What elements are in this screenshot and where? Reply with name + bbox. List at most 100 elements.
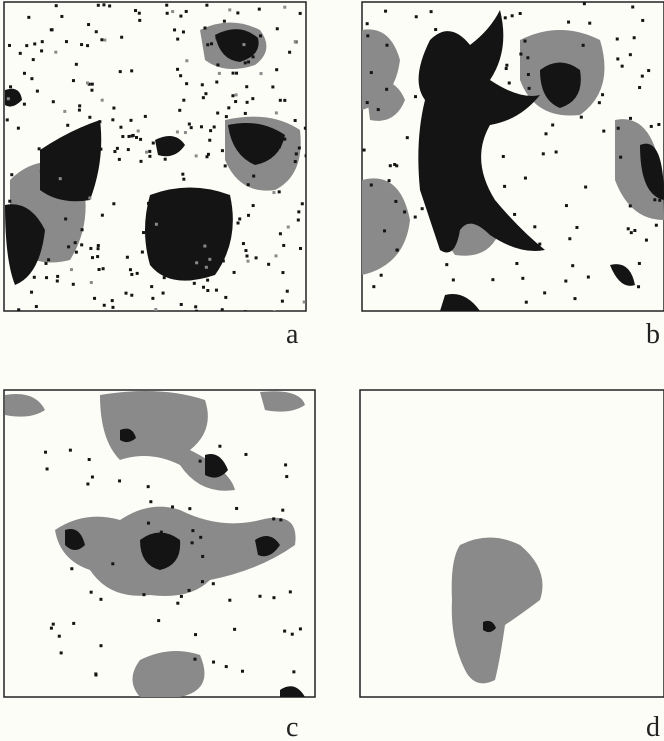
speckle [120,36,123,39]
speckle [174,274,177,277]
speckle [210,42,213,45]
speckle [424,184,427,187]
speckle [299,627,302,630]
speckle [199,214,202,217]
speckle [366,101,369,104]
panel-c [4,390,315,697]
speckle [130,273,133,276]
speckle [40,170,43,173]
speckle [214,213,217,216]
speckle [118,479,121,482]
speckle [78,109,81,112]
speckle [519,12,522,15]
speckle [223,20,226,23]
panel-a [4,2,308,313]
speckle [185,82,188,85]
speckle [36,207,39,210]
speckle [297,210,300,213]
speckle [108,4,111,7]
speckle [248,137,251,140]
speckle [180,303,183,306]
speckle [241,146,244,149]
speckle [86,81,89,84]
speckle [292,670,295,673]
panel-b [362,2,664,311]
speckle [242,43,245,46]
speckle [425,166,428,169]
speckle [103,39,106,42]
speckle [647,69,650,72]
speckle [209,210,212,213]
speckle [215,36,218,39]
speckle [299,247,302,250]
speckle [177,216,180,219]
speckle [582,44,585,47]
speckle [20,220,23,223]
speckle [637,285,640,288]
speckle [47,170,50,173]
speckle [182,178,185,181]
speckle [41,40,44,43]
speckle [658,199,661,202]
speckle [59,177,62,180]
speckle [130,294,133,297]
speckle [80,43,83,46]
speckle [247,183,250,186]
speckle [176,68,179,71]
speckle [45,276,48,279]
speckle [602,130,605,133]
speckle [40,49,43,52]
speckle [150,285,153,288]
speckle [75,63,78,66]
speckle [232,72,235,75]
speckle [185,10,188,13]
speckle [9,85,12,88]
speckle [67,245,70,248]
speckle [244,249,247,252]
speckle [394,200,397,203]
speckle [565,204,568,207]
speckle [384,10,387,13]
speckle [430,10,433,13]
speckle [286,290,289,293]
speckle [69,449,72,452]
speckle [301,202,304,205]
speckle [519,53,522,56]
speckle [25,44,28,47]
speckle [148,150,151,153]
speckle [33,42,36,45]
speckle [598,101,601,104]
speckle [241,670,244,673]
speckle [202,286,205,289]
speckle [538,243,541,246]
speckle [271,85,274,88]
speckle [95,30,98,33]
speckle [130,69,133,72]
speckle [272,191,275,194]
speckle [385,88,388,91]
speckle [136,272,139,275]
speckle [272,596,275,599]
speckle [273,310,276,313]
speckle [638,262,641,265]
speckle [207,268,210,271]
page: {"panels": [{"label": "a"}, {"label": "b… [0,0,664,741]
speckle [202,96,205,99]
speckle [7,97,10,100]
speckle [294,40,297,43]
speckle [272,517,275,520]
speckle [480,53,483,56]
speckle [193,658,196,661]
speckle [482,222,485,225]
speckle [580,116,583,119]
speckle [500,96,503,99]
speckle [206,279,209,282]
speckle [246,101,249,104]
speckle [641,19,644,22]
speckle [503,185,506,188]
speckle [573,297,576,300]
speckle [142,231,145,234]
speckle [414,216,417,219]
speckle [228,208,231,211]
speckle [415,15,418,18]
